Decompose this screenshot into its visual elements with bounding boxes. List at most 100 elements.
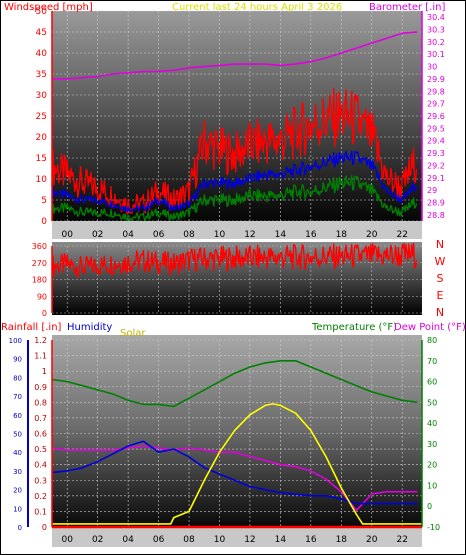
baro-y-tick: 29.8 — [427, 87, 445, 96]
baro-y-tick: 30 — [427, 63, 437, 72]
rht-axes: 00 02 04 06 08 10 12 14 16 18 20 2200.10.20.30.40.5… — [9, 336, 440, 545]
wind-baro-x-tick: 02 — [92, 230, 103, 240]
wind-baro-x-tick: 22 — [396, 230, 407, 240]
wind-baro-axes: 00 02 04 06 08 10 12 14 16 18 20 22 0 5 10 15 20 25 30 35 40… — [36, 7, 445, 240]
rain-y-tick: 0.7 — [34, 414, 47, 423]
temp-y-tick: -10 — [427, 523, 440, 532]
baro-y-tick: 30.4 — [427, 13, 445, 22]
humidity-y-tick: 100 — [9, 337, 22, 345]
solar-label: Solar — [120, 328, 146, 339]
wind-ylabel: Windspeed [mph] — [4, 2, 93, 13]
baro-y-tick: 29.7 — [427, 100, 445, 109]
rain-y-tick: 0.6 — [34, 430, 47, 439]
temp-y-tick: 80 — [427, 336, 437, 345]
baro-y-tick: 28.8 — [427, 211, 445, 220]
wind-baro-x-tick: 14 — [275, 230, 287, 240]
barometer-line — [52, 31, 418, 80]
wind-baro-x-tick: 08 — [183, 230, 195, 240]
rht-x-tick: 14 — [275, 535, 287, 545]
baro-ylabel: Barometer [.in] — [369, 2, 445, 13]
dewpoint-line — [51, 445, 418, 512]
wind-y-tick: 5 — [41, 196, 47, 206]
rain-y-tick: 0 — [42, 523, 47, 532]
rht-x-tick: 08 — [183, 535, 195, 545]
baro-y-tick: 29.3 — [427, 149, 445, 158]
wind-dir-series — [51, 242, 418, 279]
wind-baro-x-tick: 00 — [61, 230, 73, 240]
rht-x-tick: 18 — [336, 535, 348, 545]
wind-baro-x-tick: 04 — [122, 230, 134, 240]
wind-y-tick: 50 — [36, 7, 48, 17]
temperature-label: Temperature (°F) — [311, 322, 397, 333]
rain-humidity-temp-panel: 00 02 04 06 08 10 12 14 16 18 20 2200.10.20.30.40.5… — [1, 322, 466, 547]
wind-dir-y-tick: 180 — [32, 276, 47, 285]
baro-y-tick: 30.3 — [427, 26, 445, 35]
solar-line — [52, 403, 422, 525]
temp-y-tick: 60 — [427, 378, 437, 387]
wind-baro-series — [51, 31, 418, 222]
rht-x-tick: 10 — [214, 535, 226, 545]
compass-label: N — [436, 306, 444, 319]
rain-y-tick: 1 — [42, 367, 47, 376]
wind-y-tick: 20 — [36, 133, 48, 143]
compass-label: W — [435, 255, 446, 268]
humidity-y-tick: 90 — [13, 356, 22, 364]
humidity-y-tick: 30 — [13, 468, 22, 476]
temp-y-tick: 30 — [427, 440, 437, 449]
wind-series-line — [51, 175, 418, 222]
rht-plot-area — [52, 335, 422, 527]
rht-x-tick: 00 — [61, 535, 73, 545]
humidity-label: Humidity — [67, 322, 112, 333]
rht-series — [51, 359, 422, 529]
baro-y-tick: 29.5 — [427, 124, 445, 133]
baro-y-tick: 29.6 — [427, 112, 445, 121]
wind-series-line — [51, 150, 418, 213]
rht-x-tick: 16 — [305, 535, 317, 545]
wind-y-tick: 25 — [36, 112, 47, 122]
rht-x-tick: 06 — [153, 535, 165, 545]
rain-y-tick: 0.9 — [34, 383, 47, 392]
humidity-y-tick: 20 — [13, 487, 22, 495]
rht-grid — [52, 339, 422, 528]
compass-label: N — [436, 238, 444, 251]
chart-title: Current last 24 hours April 3 2026 — [172, 2, 342, 13]
temp-y-tick: 10 — [427, 481, 437, 490]
wind-dir-y-tick: 360 — [32, 242, 47, 251]
baro-y-tick: 29.4 — [427, 137, 445, 146]
compass-label: E — [437, 289, 444, 302]
rht-x-tick: 20 — [366, 535, 378, 545]
temp-y-tick: 0 — [427, 502, 432, 511]
baro-y-tick: 28.9 — [427, 198, 445, 207]
wind-series-line — [51, 87, 418, 215]
wind-y-tick: 45 — [36, 28, 47, 38]
rain-y-tick: 0.3 — [34, 476, 47, 485]
rain-y-tick: 1.2 — [34, 336, 47, 345]
humidity-y-tick: 10 — [13, 505, 22, 513]
wind-dir-y-tick: 0 — [42, 309, 47, 318]
compass-label: S — [437, 272, 444, 285]
rain-y-tick: 0.4 — [34, 461, 47, 470]
wind-baro-panel: 00 02 04 06 08 10 12 14 16 18 20 22 0 5 10 15 20 25 30 35 40… — [4, 2, 445, 240]
wind-y-tick: 15 — [36, 154, 47, 164]
wind-y-tick: 0 — [41, 217, 47, 227]
humidity-y-tick: 60 — [13, 412, 22, 420]
wind-baro-x-tick: 06 — [153, 230, 165, 240]
wind-y-tick: 10 — [36, 175, 48, 185]
rainfall-label: Rainfall [.in] — [1, 322, 62, 333]
humidity-y-tick: 40 — [13, 449, 22, 457]
wind-y-tick: 35 — [36, 70, 47, 80]
baro-y-tick: 29.2 — [427, 161, 445, 170]
temperature-line — [51, 359, 418, 408]
baro-y-tick: 30.2 — [427, 38, 445, 47]
rain-y-tick: 0.2 — [34, 492, 47, 501]
humidity-y-tick: 80 — [13, 374, 22, 382]
dewpoint-label: Dew Point (°F) — [394, 322, 466, 333]
wind-baro-x-tick: 20 — [366, 230, 378, 240]
humidity-y-tick: 50 — [13, 431, 22, 439]
wind-baro-x-tick: 18 — [336, 230, 348, 240]
temp-y-tick: 40 — [427, 419, 437, 428]
rht-x-tick: 04 — [122, 535, 134, 545]
wind-baro-x-tick: 12 — [244, 230, 255, 240]
